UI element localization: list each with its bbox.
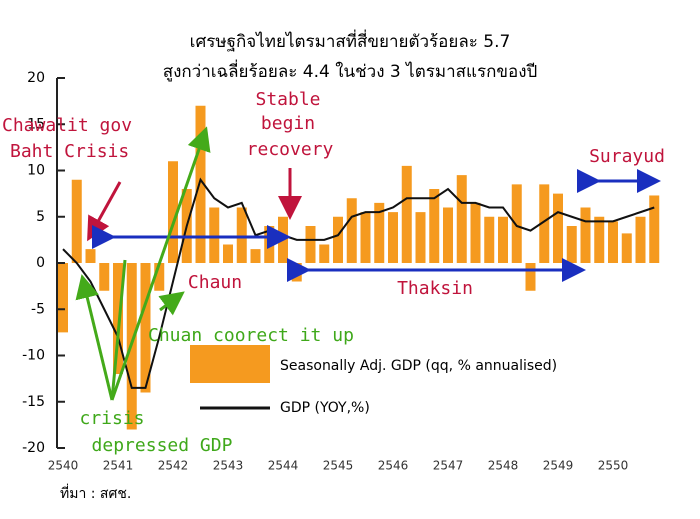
y-tick-label: 0 (36, 255, 45, 271)
bar (154, 263, 165, 291)
bar (168, 161, 178, 263)
bar (429, 189, 440, 263)
annotation: depressed GDP (92, 435, 233, 456)
y-tick-label: 5 (36, 209, 45, 225)
annotation: recovery (247, 139, 334, 160)
bar (566, 226, 577, 263)
x-tick-label: 2548 (488, 459, 519, 473)
bar (223, 244, 233, 263)
bar (58, 263, 68, 333)
x-tick-label: 2543 (213, 459, 244, 473)
line (62, 177, 655, 389)
bar (539, 184, 550, 263)
x-tick-label: 2541 (103, 459, 134, 473)
bar (250, 249, 261, 263)
chart-title: เศรษฐกิจไทยไตรมาสที่สี่ขยายตัวร้อยละ 5.7 (190, 29, 511, 52)
x-tick-label: 2544 (268, 459, 299, 473)
plot (58, 105, 660, 430)
x-tick-label: 2545 (323, 459, 354, 473)
bar (374, 202, 385, 263)
bar (305, 226, 316, 263)
y-tick-label: 10 (27, 163, 45, 179)
annotation: Surayud (589, 146, 665, 167)
bar (415, 212, 426, 263)
bar (388, 212, 398, 263)
bar (401, 165, 412, 263)
bar (621, 233, 632, 263)
annotation: Chawalit gov (2, 115, 132, 136)
bar (511, 184, 522, 263)
bar (291, 263, 302, 282)
bar (278, 216, 288, 263)
annotation: Stable (255, 89, 320, 110)
bar (635, 216, 646, 263)
y-tick-label: 20 (27, 70, 45, 86)
y-tick-label: -5 (31, 301, 45, 317)
x-tick-label: 2550 (598, 459, 629, 473)
annotation: Baht Crisis (10, 141, 129, 162)
y-tick-label: -15 (22, 394, 45, 410)
bar (553, 193, 563, 263)
bar (580, 207, 591, 263)
annotation-arrows (75, 126, 661, 401)
annotation: Chuan coorect it up (148, 325, 354, 346)
annotation: Chaun (188, 272, 242, 293)
bar (236, 207, 247, 263)
bar (360, 212, 371, 263)
source: ที่มา : สศช. (60, 484, 131, 502)
bar (71, 179, 82, 263)
bar (443, 207, 453, 263)
x-tick-label: 2547 (433, 459, 464, 473)
bar (85, 249, 96, 263)
bar (470, 202, 481, 263)
annotation: Thaksin (397, 278, 473, 299)
bar (456, 175, 467, 263)
annotation: begin (261, 113, 315, 134)
bar (594, 216, 605, 263)
bar (99, 263, 110, 291)
bar (608, 221, 618, 263)
y-tick-label: -20 (22, 440, 45, 456)
x-tick-label: 2542 (158, 459, 189, 473)
legend-label: Seasonally Adj. GDP (qq, % annualised) (280, 358, 557, 374)
bar (649, 195, 660, 263)
bar (113, 263, 123, 374)
bar (195, 105, 206, 263)
y-tick-label: 15 (27, 116, 45, 132)
bar (498, 216, 508, 263)
legend-label: GDP (YOY,%) (280, 400, 370, 416)
legend-swatch (190, 345, 270, 383)
chart-subtitle: สูงกว่าเฉลี่ยร้อยละ 4.4 ในช่วง 3 ไตรมาสแ… (163, 59, 538, 82)
bar (140, 263, 151, 393)
bar (319, 244, 330, 263)
x-tick-label: 2540 (48, 459, 79, 473)
y-tick-label: -10 (22, 348, 45, 364)
x-tick-label: 2546 (378, 459, 409, 473)
bar (209, 207, 220, 263)
x-tick-label: 2549 (543, 459, 574, 473)
bar (484, 216, 495, 263)
bar (333, 216, 343, 263)
bar (525, 263, 536, 291)
bar (346, 198, 357, 263)
annotation: crisis (79, 408, 144, 429)
